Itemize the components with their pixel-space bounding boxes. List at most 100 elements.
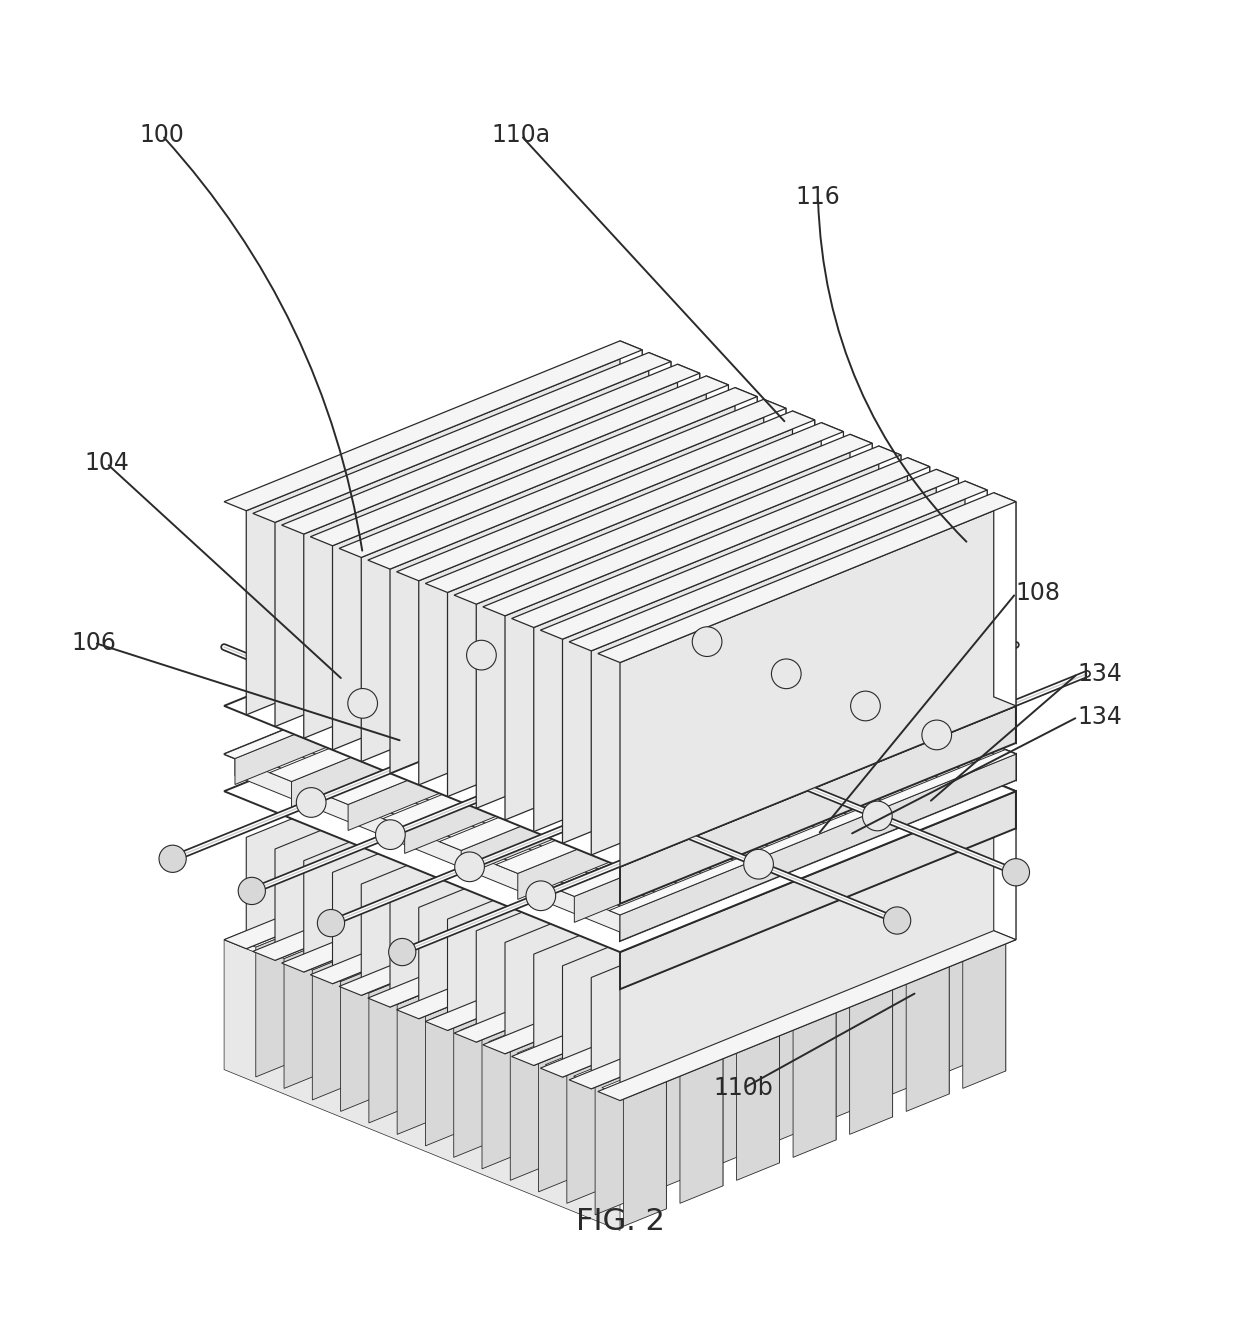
- Polygon shape: [908, 784, 930, 905]
- Circle shape: [921, 720, 951, 750]
- Polygon shape: [595, 884, 639, 1031]
- Polygon shape: [482, 446, 901, 615]
- Polygon shape: [439, 658, 857, 828]
- Polygon shape: [645, 1071, 666, 1208]
- Polygon shape: [291, 944, 356, 971]
- Polygon shape: [707, 376, 728, 589]
- Polygon shape: [620, 593, 1016, 780]
- Polygon shape: [616, 829, 639, 968]
- Polygon shape: [800, 967, 864, 993]
- Text: 116: 116: [796, 186, 841, 210]
- Polygon shape: [677, 364, 699, 577]
- Polygon shape: [658, 909, 723, 936]
- Circle shape: [159, 845, 186, 872]
- Polygon shape: [234, 750, 631, 937]
- Polygon shape: [553, 611, 970, 781]
- Polygon shape: [532, 886, 553, 1025]
- Circle shape: [526, 881, 556, 910]
- Polygon shape: [460, 921, 525, 947]
- Polygon shape: [489, 932, 553, 959]
- Polygon shape: [849, 434, 872, 647]
- Polygon shape: [680, 1056, 723, 1203]
- Polygon shape: [658, 1001, 723, 1028]
- Polygon shape: [505, 781, 901, 1053]
- Polygon shape: [595, 929, 639, 1077]
- Polygon shape: [649, 352, 671, 566]
- Polygon shape: [645, 932, 666, 1071]
- Ellipse shape: [544, 996, 554, 1011]
- Polygon shape: [658, 817, 723, 844]
- Polygon shape: [794, 964, 836, 1112]
- Polygon shape: [620, 502, 1016, 866]
- Polygon shape: [253, 352, 671, 522]
- Polygon shape: [476, 770, 872, 1043]
- Polygon shape: [993, 820, 1016, 940]
- Polygon shape: [715, 1024, 780, 1051]
- Ellipse shape: [629, 892, 639, 906]
- Polygon shape: [397, 894, 440, 1043]
- Ellipse shape: [460, 961, 470, 976]
- Ellipse shape: [657, 812, 667, 826]
- Polygon shape: [595, 1021, 639, 1169]
- Polygon shape: [649, 680, 671, 800]
- Ellipse shape: [686, 1053, 696, 1068]
- Polygon shape: [702, 1047, 723, 1185]
- Polygon shape: [560, 1036, 582, 1175]
- Polygon shape: [771, 956, 836, 981]
- Ellipse shape: [686, 916, 696, 929]
- Polygon shape: [503, 1013, 525, 1151]
- Polygon shape: [425, 953, 469, 1100]
- Ellipse shape: [319, 904, 329, 918]
- Polygon shape: [620, 754, 1016, 941]
- Polygon shape: [475, 956, 497, 1093]
- Polygon shape: [735, 387, 758, 601]
- Ellipse shape: [743, 892, 753, 906]
- Ellipse shape: [714, 881, 724, 894]
- Polygon shape: [764, 399, 786, 613]
- Polygon shape: [879, 446, 901, 659]
- Polygon shape: [849, 987, 893, 1135]
- Polygon shape: [652, 906, 694, 1053]
- Polygon shape: [284, 941, 327, 1088]
- Polygon shape: [849, 941, 893, 1088]
- Polygon shape: [601, 1024, 666, 1051]
- Polygon shape: [532, 1024, 553, 1163]
- Polygon shape: [702, 956, 723, 1093]
- Polygon shape: [815, 909, 836, 1048]
- Polygon shape: [224, 778, 1016, 1100]
- Ellipse shape: [432, 904, 441, 918]
- Polygon shape: [652, 953, 694, 1100]
- Ellipse shape: [770, 996, 780, 1011]
- Polygon shape: [574, 784, 639, 809]
- Text: 108: 108: [1016, 581, 1061, 605]
- Polygon shape: [729, 829, 751, 968]
- Polygon shape: [532, 841, 553, 979]
- Ellipse shape: [516, 1031, 526, 1044]
- Polygon shape: [892, 796, 914, 830]
- Polygon shape: [563, 805, 959, 1077]
- Polygon shape: [253, 790, 671, 960]
- Polygon shape: [935, 929, 977, 1077]
- Polygon shape: [601, 841, 666, 866]
- Ellipse shape: [573, 916, 583, 929]
- Polygon shape: [609, 750, 1016, 914]
- Polygon shape: [560, 898, 582, 1036]
- Polygon shape: [511, 987, 553, 1135]
- Polygon shape: [652, 814, 694, 963]
- Ellipse shape: [686, 869, 696, 884]
- Polygon shape: [729, 1013, 751, 1151]
- Ellipse shape: [799, 916, 808, 929]
- Polygon shape: [616, 874, 639, 1013]
- Ellipse shape: [657, 1041, 667, 1056]
- Polygon shape: [263, 932, 327, 959]
- Polygon shape: [849, 761, 872, 881]
- Polygon shape: [489, 979, 553, 1004]
- Polygon shape: [601, 979, 666, 1004]
- Polygon shape: [729, 874, 751, 1013]
- Ellipse shape: [544, 904, 554, 918]
- Polygon shape: [255, 929, 299, 1077]
- Polygon shape: [872, 979, 893, 1117]
- Polygon shape: [758, 841, 780, 979]
- Polygon shape: [949, 773, 970, 808]
- Ellipse shape: [460, 1008, 470, 1021]
